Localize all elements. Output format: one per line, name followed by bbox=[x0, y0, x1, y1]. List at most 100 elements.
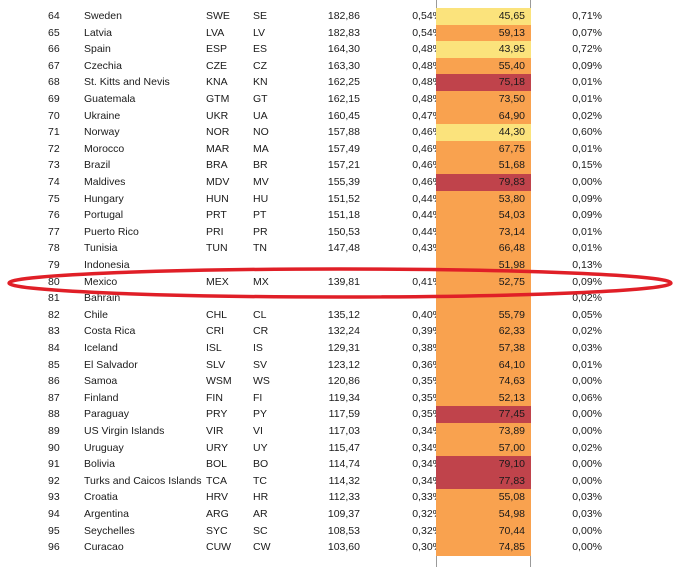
row-percent: 0,00% bbox=[572, 458, 602, 471]
row-country: Chile bbox=[84, 308, 108, 321]
row-country: Argentina bbox=[84, 508, 129, 520]
row-share: 0,44% bbox=[412, 209, 442, 222]
row-share: 0,39% bbox=[412, 325, 442, 338]
row-country: Iceland bbox=[84, 342, 118, 354]
row-value: 163,30 bbox=[327, 59, 360, 72]
row-rank: 91 bbox=[48, 458, 60, 471]
row-value: 139,81 bbox=[327, 275, 360, 288]
row-iso2: WS bbox=[253, 375, 270, 388]
row-score: 54,03 bbox=[436, 207, 531, 224]
row-score: 77,83 bbox=[436, 472, 531, 490]
row-country: Hungary bbox=[84, 192, 124, 205]
row-share bbox=[385, 290, 442, 307]
row-score: 73,89 bbox=[436, 423, 531, 440]
row-score: 64,90 bbox=[436, 107, 531, 125]
row-iso2: ES bbox=[253, 43, 268, 56]
table-row: 69 Guatemala GTM GT 162,15 0,48% 73,50 0,01% bbox=[0, 91, 690, 108]
row-iso2: SC bbox=[253, 524, 268, 537]
row-percent: 0,06% bbox=[572, 391, 602, 404]
row-iso2: VI bbox=[253, 425, 263, 437]
row-iso2: CZ bbox=[253, 59, 267, 72]
row-rank: 78 bbox=[48, 242, 60, 255]
row-share: 0,48% bbox=[412, 93, 442, 105]
row-iso2: SV bbox=[253, 358, 268, 371]
row-score: 73,50 bbox=[436, 91, 531, 108]
row-percent: 0,15% bbox=[572, 159, 602, 172]
row-country: Finland bbox=[84, 391, 119, 404]
row-country: Bahrain bbox=[84, 292, 121, 305]
row-iso3: HUN bbox=[206, 192, 229, 205]
row-iso3: PRI bbox=[206, 225, 224, 238]
row-rank: 83 bbox=[48, 325, 60, 338]
row-country: Seychelles bbox=[84, 524, 135, 537]
row-value: 164,30 bbox=[327, 43, 360, 56]
row-score: 62,33 bbox=[436, 323, 531, 340]
table-row: 68 St. Kitts and Nevis KNA KN 162,25 0,48% 75,… bbox=[0, 74, 690, 91]
row-percent: 0,00% bbox=[572, 524, 602, 537]
row-score: 66,48 bbox=[436, 240, 531, 257]
table-row: 70 Ukraine UKR UA 160,45 0,47% 64,90 0,02% bbox=[0, 107, 690, 125]
row-score: 74,85 bbox=[436, 539, 531, 556]
row-percent: 0,72% bbox=[572, 43, 602, 56]
row-country: US Virgin Islands bbox=[84, 425, 165, 437]
row-value: 157,49 bbox=[327, 142, 360, 155]
table-row: 67 Czechia CZE CZ 163,30 0,48% 55,40 0,09% bbox=[0, 57, 690, 75]
row-iso3: TUN bbox=[206, 242, 228, 255]
table-row: 75 Hungary HUN HU 151,52 0,44% 53,80 0,09% bbox=[0, 190, 690, 208]
row-score: 51,98 bbox=[436, 257, 531, 274]
row-percent: 0,09% bbox=[572, 275, 602, 288]
table-row: 79 Indonesia 51,98 0,13% bbox=[0, 257, 690, 274]
row-iso3: CZE bbox=[206, 59, 227, 72]
row-rank: 73 bbox=[48, 159, 60, 172]
row-iso3: MEX bbox=[206, 275, 229, 288]
row-iso2: CL bbox=[253, 308, 267, 321]
row-rank: 68 bbox=[48, 76, 60, 89]
row-iso3: BOL bbox=[206, 458, 228, 471]
row-iso3: MAR bbox=[206, 142, 230, 155]
row-iso2: FI bbox=[253, 391, 263, 404]
row-percent: 0,01% bbox=[572, 76, 602, 89]
row-country: Samoa bbox=[84, 375, 118, 388]
row-country: Brazil bbox=[84, 159, 111, 172]
table-row: 87 Finland FIN FI 119,34 0,35% 52,13 0,06% bbox=[0, 389, 690, 407]
row-rank: 90 bbox=[48, 441, 60, 454]
row-iso2: BR bbox=[253, 159, 268, 172]
row-iso3: HRV bbox=[206, 491, 228, 504]
row-rank: 70 bbox=[48, 109, 60, 122]
row-share: 0,46% bbox=[412, 126, 442, 139]
row-iso3: PRT bbox=[206, 209, 227, 222]
row-iso2: LV bbox=[253, 26, 266, 39]
table-row: 86 Samoa WSM WS 120,86 0,35% 74,63 0,00% bbox=[0, 373, 690, 390]
row-rank: 82 bbox=[48, 308, 60, 321]
row-value: 114,32 bbox=[328, 474, 360, 487]
row-score: 53,80 bbox=[436, 190, 531, 208]
row-percent: 0,02% bbox=[572, 109, 602, 122]
table-row: 65 Latvia LVA LV 182,83 0,54% 59,13 0,07% bbox=[0, 24, 690, 42]
row-percent: 0,00% bbox=[572, 474, 602, 487]
row-iso2: KN bbox=[253, 76, 268, 89]
table-row: 93 Croatia HRV HR 112,33 0,33% 55,08 0,03% bbox=[0, 489, 690, 506]
row-percent: 0,03% bbox=[572, 491, 602, 504]
row-country: Guatemala bbox=[84, 93, 136, 105]
row-iso2: HU bbox=[253, 192, 269, 205]
table-row: 66 Spain ESP ES 164,30 0,48% 43,95 0,72% bbox=[0, 41, 690, 58]
row-rank: 88 bbox=[48, 408, 60, 421]
row-country: Maldives bbox=[84, 176, 126, 188]
row-country: Portugal bbox=[84, 209, 124, 222]
row-percent: 0,00% bbox=[572, 375, 602, 388]
row-country: Morocco bbox=[84, 142, 125, 155]
row-score: 70,44 bbox=[436, 522, 531, 540]
row-iso3: FIN bbox=[206, 391, 223, 404]
row-score: 54,98 bbox=[436, 506, 531, 523]
row-value: 151,52 bbox=[327, 192, 360, 205]
row-country: Paraguay bbox=[84, 408, 129, 421]
row-share: 0,33% bbox=[412, 491, 442, 504]
row-value: 103,60 bbox=[327, 541, 360, 554]
row-iso3: SYC bbox=[206, 524, 228, 537]
row-share: 0,41% bbox=[412, 275, 442, 288]
row-score: 45,65 bbox=[436, 8, 531, 25]
row-country: Turks and Caicos Islands bbox=[84, 474, 202, 487]
row-iso2: TN bbox=[253, 242, 267, 255]
row-iso2: MX bbox=[253, 275, 269, 288]
